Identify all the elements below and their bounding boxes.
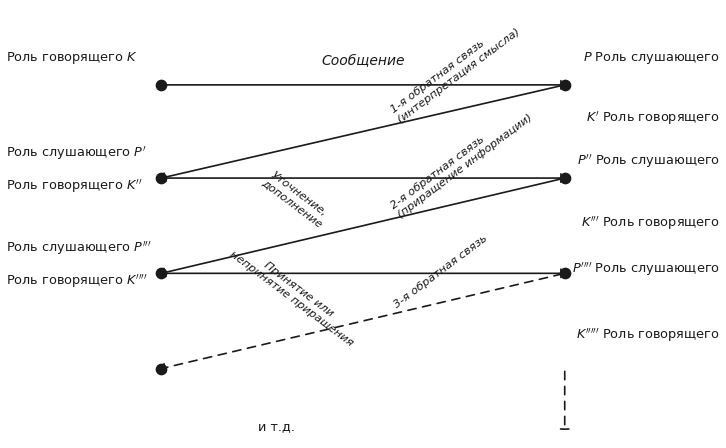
Point [155, 270, 167, 277]
Text: Принятие или
непринятие приращения: Принятие или непринятие приращения [228, 240, 362, 349]
Text: Роль слушающего $P'''$: Роль слушающего $P'''$ [7, 240, 152, 257]
Text: Роль говорящего $K$: Роль говорящего $K$ [7, 50, 138, 66]
Text: Роль говорящего $K''''$: Роль говорящего $K''''$ [7, 273, 148, 290]
Text: Уточнение,
дополнение: Уточнение, дополнение [260, 168, 331, 230]
Point [155, 81, 167, 88]
Point [559, 270, 571, 277]
Point [155, 365, 167, 372]
Text: и т.д.: и т.д. [258, 420, 295, 433]
Text: $K'$ Роль говорящего: $K'$ Роль говорящего [586, 109, 719, 127]
Text: $K'''''$ Роль говорящего: $K'''''$ Роль говорящего [576, 327, 719, 344]
Text: 3-я обратная связь: 3-я обратная связь [393, 234, 490, 310]
Text: Роль говорящего $K''$: Роль говорящего $K''$ [7, 177, 143, 195]
Text: $P''''$ Роль слушающего: $P''''$ Роль слушающего [571, 260, 719, 278]
Text: $P''$ Роль слушающего: $P''$ Роль слушающего [576, 153, 719, 170]
Text: 2-я обратная связь
(приращение информации): 2-я обратная связь (приращение информаци… [389, 103, 534, 220]
Text: Сообщение: Сообщение [321, 54, 405, 68]
Point [559, 81, 571, 88]
Text: 1-я обратная связь
(интерпретация смысла): 1-я обратная связь (интерпретация смысла… [389, 17, 522, 125]
Text: $K'''$ Роль говорящего: $K'''$ Роль говорящего [581, 215, 719, 233]
Point [559, 174, 571, 181]
Text: Роль слушающего $P'$: Роль слушающего $P'$ [7, 144, 147, 162]
Point [155, 174, 167, 181]
Text: $P$ Роль слушающего: $P$ Роль слушающего [583, 50, 719, 66]
